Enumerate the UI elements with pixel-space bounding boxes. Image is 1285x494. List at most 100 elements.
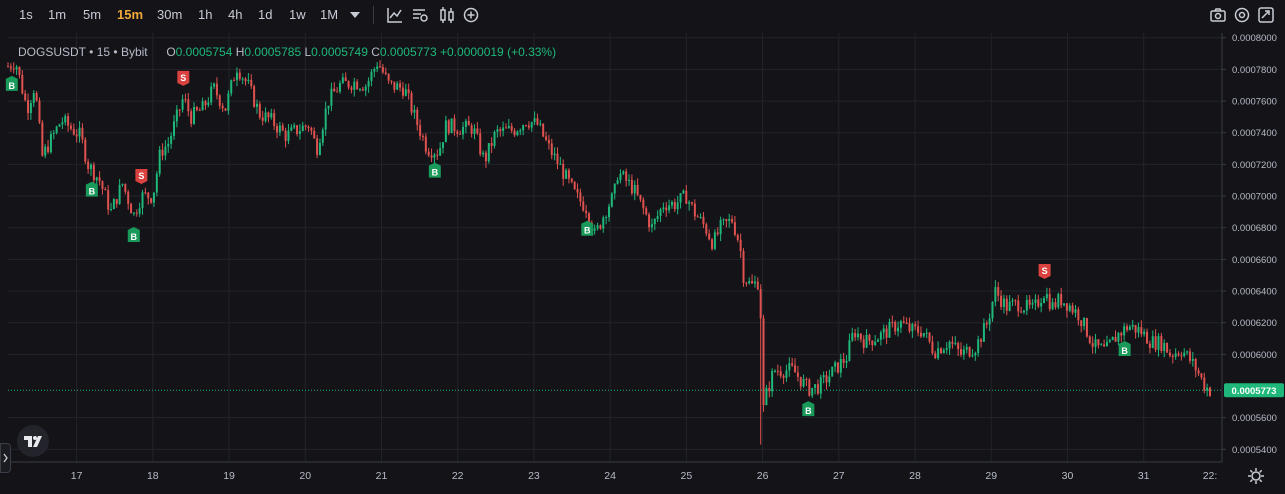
- candle-body: [1071, 305, 1074, 313]
- candle-body: [1022, 310, 1025, 313]
- candle-body: [307, 126, 310, 129]
- candle-body: [690, 202, 693, 204]
- time-tick-label: 26: [757, 470, 769, 482]
- timeframe-15m[interactable]: 15m: [117, 7, 144, 22]
- candle-body: [490, 143, 493, 147]
- candle-body: [1037, 299, 1040, 307]
- candle-body: [636, 184, 639, 195]
- candle-body: [396, 83, 399, 90]
- candle-body: [1065, 303, 1068, 311]
- timeframe-5m[interactable]: 5m: [83, 7, 102, 22]
- candle-body: [324, 108, 327, 130]
- tradingview-logo[interactable]: [17, 425, 49, 457]
- legend-symbol[interactable]: DOGSUSDT: [18, 45, 86, 59]
- candle-body: [21, 74, 24, 94]
- buy-signal-badge: [5, 75, 18, 91]
- buy-signal-marker[interactable]: B: [5, 75, 18, 91]
- candle-body: [814, 384, 817, 388]
- candle-body: [1051, 302, 1054, 310]
- candle-body: [659, 209, 662, 217]
- candle-body: [410, 92, 413, 113]
- sell-signal-marker[interactable]: S: [1038, 264, 1051, 280]
- candle-body: [882, 328, 885, 333]
- time-tick-label: 23: [528, 470, 540, 482]
- settings-icon[interactable]: [1233, 6, 1251, 24]
- candle-body: [482, 152, 485, 155]
- candle-body: [1183, 352, 1186, 356]
- buy-signal-label: B: [131, 232, 138, 242]
- candle-body: [258, 103, 261, 118]
- candle-body: [95, 177, 98, 181]
- plus-circle-icon[interactable]: [462, 6, 480, 24]
- candle-body: [587, 213, 590, 223]
- candle-body: [736, 234, 739, 240]
- candle-body: [1177, 353, 1180, 356]
- candle-body: [499, 129, 502, 132]
- candle-body: [144, 192, 147, 194]
- time-tick-label: 22: [452, 470, 464, 482]
- sell-signal-marker[interactable]: S: [177, 70, 190, 86]
- buy-signal-marker[interactable]: B: [127, 227, 140, 243]
- time-tick-label: 22:: [1203, 470, 1218, 482]
- candle-body: [170, 135, 173, 144]
- candle-body: [1100, 344, 1103, 346]
- compare-icon[interactable]: [411, 6, 429, 24]
- candle-body: [891, 321, 894, 323]
- candles-icon[interactable]: [438, 6, 456, 24]
- indicator-line-icon[interactable]: [386, 6, 404, 24]
- fullscreen-icon[interactable]: [1257, 6, 1275, 24]
- candle-body: [739, 239, 742, 252]
- buy-signal-marker[interactable]: B: [581, 220, 594, 236]
- timeframe-1w[interactable]: 1w: [289, 7, 306, 22]
- buy-signal-marker[interactable]: B: [428, 162, 441, 178]
- sell-signal-marker[interactable]: S: [135, 169, 148, 185]
- candle-body: [862, 339, 865, 348]
- candle-body: [934, 353, 937, 359]
- candle-body: [1209, 387, 1211, 396]
- timeframe-1d[interactable]: 1d: [258, 7, 273, 22]
- price-tick-label: 0.0007800: [1232, 65, 1277, 76]
- timeframe-30m[interactable]: 30m: [157, 7, 183, 22]
- sell-signal-badge: [177, 70, 190, 86]
- time-axis[interactable]: 17 18 19 20 21 22 23 24 25 26 27 28 29 30 31 22:: [0, 461, 1222, 482]
- candle-body: [327, 105, 330, 109]
- candle-body: [416, 109, 419, 126]
- candle-body: [24, 93, 27, 101]
- candle-body: [135, 212, 138, 214]
- side-panel-toggle[interactable]: [0, 443, 11, 473]
- candle-body: [545, 136, 548, 140]
- time-tick-label: 21: [376, 470, 388, 482]
- candle-body: [401, 87, 404, 96]
- candle-body: [911, 324, 914, 332]
- legend-high-label: H: [235, 45, 245, 59]
- candle-body: [27, 100, 30, 114]
- timeframe-1m[interactable]: 1m: [48, 7, 67, 22]
- candle-body: [839, 359, 842, 373]
- candle-body: [361, 89, 364, 91]
- buy-signal-label: B: [9, 81, 16, 91]
- timeframe-1M[interactable]: 1M: [320, 7, 339, 22]
- candle-body: [1140, 327, 1143, 335]
- price-axis[interactable]: 0.0008000 0.0007800 0.0007600 0.0007400 0.00…: [1221, 33, 1277, 462]
- timeframe-4h[interactable]: 4h: [228, 7, 243, 22]
- candle-body: [565, 170, 568, 179]
- candle-body: [218, 95, 221, 106]
- candle-body: [301, 125, 304, 132]
- chart-settings-icon[interactable]: [1246, 466, 1266, 486]
- buy-signal-marker[interactable]: B: [85, 181, 98, 197]
- candle-body: [270, 113, 273, 118]
- candle-body: [553, 153, 556, 156]
- camera-icon[interactable]: [1209, 6, 1227, 24]
- buy-signal-marker[interactable]: B: [802, 401, 815, 417]
- candle-body: [1123, 326, 1126, 336]
- candle-body: [152, 192, 155, 203]
- candle-body: [390, 80, 393, 82]
- candle-body: [988, 318, 991, 325]
- buy-signal-marker[interactable]: B: [1118, 341, 1131, 357]
- buy-signal-label: B: [1121, 346, 1128, 356]
- timeframe-1s[interactable]: 1s: [19, 7, 33, 22]
- timeframe-1h[interactable]: 1h: [198, 7, 213, 22]
- chevron-down-icon[interactable]: [346, 6, 364, 24]
- candle-body: [112, 199, 115, 210]
